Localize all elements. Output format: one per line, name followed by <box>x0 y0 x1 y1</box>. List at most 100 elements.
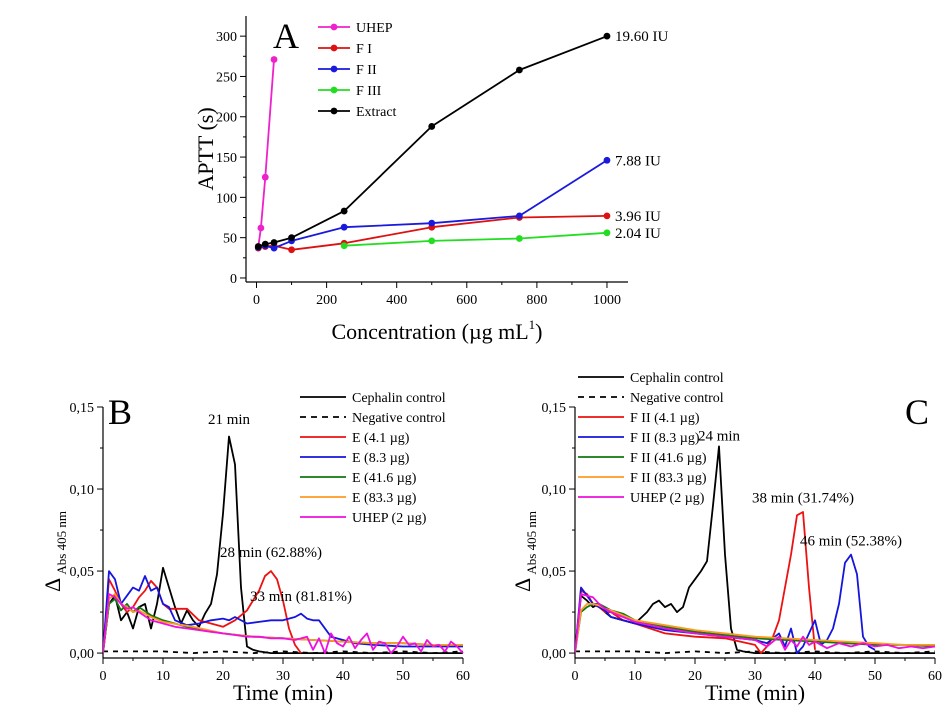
series-4 <box>254 32 611 250</box>
x-axis-label-main: Concentration (µg mL <box>331 319 528 344</box>
data-point <box>515 235 523 242</box>
x-tick-label: 200 <box>316 293 337 308</box>
data-point <box>603 156 611 164</box>
legend-label: Extract <box>356 105 397 120</box>
legend-label: F III <box>356 84 382 99</box>
end-label: 7.88 IU <box>615 153 661 169</box>
data-point <box>515 212 523 220</box>
chart-panel-a: 0 200 400 600 800 1000 0 50 100 150 200 250 300 Conce… <box>193 16 668 344</box>
series-5 <box>575 603 935 654</box>
legend-label: F I <box>356 42 372 57</box>
series-3 <box>103 570 463 654</box>
data-point <box>428 123 436 130</box>
data-point <box>515 66 523 74</box>
x-tick-label: 20 <box>688 669 702 684</box>
series-2 <box>103 570 302 654</box>
x-tick-label: 0 <box>100 669 107 684</box>
chart-panel-b: 0 10 20 30 40 50 60 0,00 0,05 0,10 0,15 Time (min) Δ… <box>40 391 470 705</box>
y-axis-label-subscript: Abs 405 nm <box>524 511 539 578</box>
data-point <box>340 242 348 250</box>
y-tick-label: 0,05 <box>542 565 567 580</box>
x-tick-label: 40 <box>808 669 822 684</box>
series-line <box>103 593 464 654</box>
legend-label: Cephalin control <box>352 391 446 406</box>
series-2 <box>254 156 611 252</box>
series-0 <box>254 56 278 250</box>
end-label: 2.04 IU <box>615 226 661 242</box>
series-line <box>103 650 464 654</box>
y-axis-label-main: Δ <box>40 578 65 592</box>
series-6 <box>575 593 936 654</box>
x-axis-label-superscript: 1 <box>529 317 536 332</box>
y-axis-label: Δ Abs 405 nm <box>40 511 69 592</box>
legend: UHEP F I F II F III Extract <box>318 21 397 120</box>
legend-marker <box>330 107 338 115</box>
panel-label: A <box>273 16 299 56</box>
legend-marker <box>330 86 338 94</box>
series-line <box>575 650 936 654</box>
series-line <box>575 593 936 654</box>
y-axis-label-subscript: Abs 405 nm <box>54 511 69 578</box>
end-label: 19.60 IU <box>615 29 668 45</box>
panel-label: B <box>108 392 132 432</box>
legend-label: Negative control <box>630 391 724 406</box>
data-point <box>603 229 611 237</box>
y-axis-label: Δ Abs 405 nm <box>510 511 539 592</box>
series-line <box>103 570 463 654</box>
x-axis-label-close: ) <box>535 319 542 344</box>
x-axis-label: Concentration (µg mL1) <box>331 317 542 344</box>
y-tick-label: 0,10 <box>70 483 95 498</box>
y-tick-label: 0,15 <box>70 401 95 416</box>
y-tick-label: 100 <box>216 191 237 206</box>
legend-label: E (4.1 µg) <box>352 431 410 446</box>
legend-label: E (8.3 µg) <box>352 451 410 466</box>
x-tick-label: 10 <box>156 669 170 684</box>
legend: Cephalin control Negative control E (4.1 µ… <box>300 391 446 526</box>
legend-label: Negative control <box>352 411 446 426</box>
data-point <box>340 223 348 231</box>
x-tick-label: 60 <box>456 669 470 684</box>
data-point <box>270 244 278 252</box>
legend-label: E (41.6 µg) <box>352 471 417 486</box>
data-point <box>257 224 265 232</box>
y-axis-label: APTT (s) <box>193 107 218 190</box>
legend: Cephalin control Negative control F II (4.… <box>578 371 724 506</box>
y-tick-label: 50 <box>223 232 237 247</box>
legend-label: F II (4.1 µg) <box>630 411 700 426</box>
x-tick-label: 600 <box>456 293 477 308</box>
x-tick-label: 50 <box>868 669 882 684</box>
x-tick-label: 30 <box>748 669 762 684</box>
data-point <box>261 173 269 181</box>
x-tick-label: 1000 <box>593 293 621 308</box>
x-tick-label: 60 <box>928 669 942 684</box>
data-point <box>270 239 278 246</box>
legend-marker <box>330 44 338 52</box>
legend-label: F II (83.3 µg) <box>630 471 707 486</box>
x-tick-label: 30 <box>276 669 290 684</box>
x-tick-label: 0 <box>572 669 579 684</box>
series-line <box>575 603 935 654</box>
y-tick-label: 0,15 <box>542 401 567 416</box>
series-1 <box>254 212 611 254</box>
y-tick-label: 300 <box>216 30 237 45</box>
legend-marker <box>330 65 338 73</box>
x-tick-label: 400 <box>386 293 407 308</box>
y-tick-label: 0 <box>230 272 237 287</box>
series-6 <box>103 593 464 654</box>
legend-label: UHEP (2 µg) <box>352 511 427 526</box>
y-tick-label: 200 <box>216 111 237 126</box>
peak-annotation: 24 min <box>698 428 741 444</box>
peak-annotation: 21 min <box>208 412 251 428</box>
series-line <box>344 231 608 247</box>
data-point <box>428 237 436 245</box>
legend-label: F II <box>356 63 377 78</box>
legend-marker <box>330 23 338 31</box>
x-tick-label: 40 <box>336 669 350 684</box>
legend-label: UHEP <box>356 21 393 36</box>
x-tick-label: 50 <box>396 669 410 684</box>
data-point <box>603 32 611 40</box>
legend-label: UHEP (2 µg) <box>630 491 705 506</box>
x-tick-label: 0 <box>253 293 260 308</box>
legend-label: F II (41.6 µg) <box>630 451 707 466</box>
y-tick-label: 0,00 <box>70 647 95 662</box>
